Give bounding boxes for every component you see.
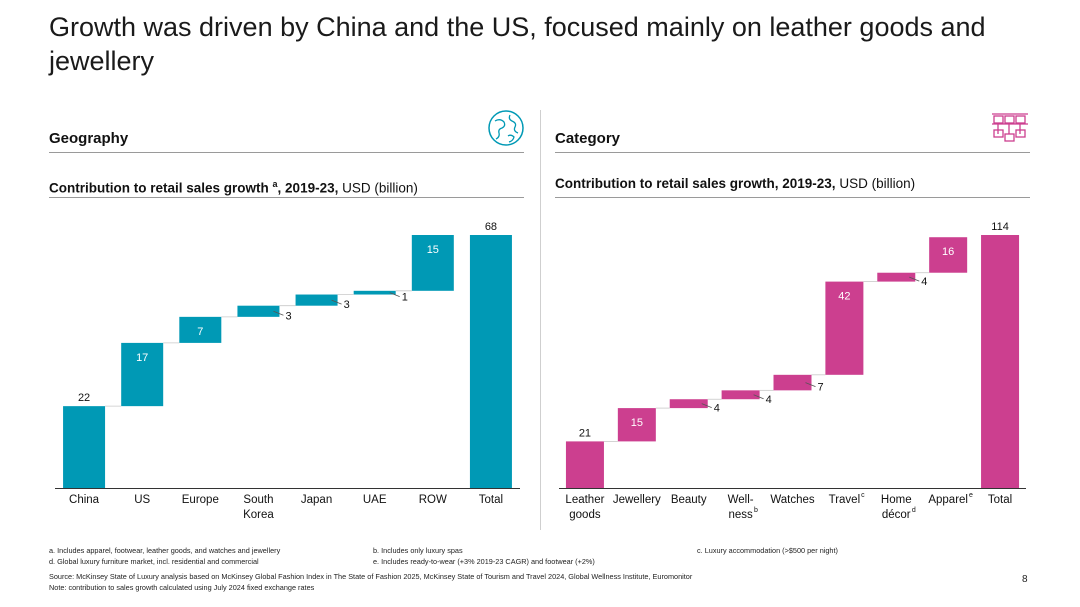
geo-bar — [469, 235, 512, 488]
geo-label-leader — [273, 310, 284, 316]
geo-value-label: 3 — [285, 310, 291, 322]
cat-bar — [929, 237, 968, 273]
cat-bar — [721, 390, 760, 400]
cat-bar — [617, 408, 656, 442]
cat-waterfall-chart: 21 Leather goods 15 Jewellery 4 Beauty 4 Well-ne… — [559, 221, 1026, 521]
cat-category-label: goods — [569, 509, 601, 521]
geo-value-label: 22 — [78, 392, 90, 404]
geo-label-leader — [389, 292, 400, 298]
geography-panel: Geography Contribution to retail sales g… — [49, 110, 524, 198]
geo-value-label: 15 — [427, 244, 439, 256]
category-subtitle-bold: Contribution to retail sales growth, 201… — [555, 176, 836, 191]
category-heading: Category — [555, 130, 621, 147]
geo-category-label: US — [134, 494, 150, 506]
geo-value-label: 17 — [136, 352, 148, 364]
cat-category-sup: b — [754, 507, 758, 514]
cat-bar — [669, 399, 708, 409]
cat-category-label: Apparel — [928, 494, 968, 506]
panel-divider — [540, 110, 541, 530]
geo-bar — [121, 342, 164, 407]
geography-subtitle-unit: USD (billion) — [338, 180, 418, 196]
category-panel: Category Contribution to retail sales gr… — [555, 110, 1030, 198]
cat-value-label: 4 — [766, 394, 772, 406]
cat-bar — [825, 281, 864, 375]
cat-category-label: Jewellery — [613, 494, 661, 506]
cat-category-sup: c — [861, 492, 865, 499]
cat-label-leader — [701, 403, 712, 409]
cat-bar — [773, 374, 812, 391]
globe-icon — [488, 110, 524, 146]
cat-value-label: 16 — [942, 246, 954, 258]
geography-subtitle: Contribution to retail sales growth a, 2… — [49, 175, 524, 197]
cat-category-label: Travel — [829, 494, 861, 506]
geography-heading-rule — [49, 152, 524, 153]
geography-subtitle-bold2: , 2019-23, — [277, 180, 339, 196]
category-subtitle: Contribution to retail sales growth, 201… — [555, 175, 1030, 197]
cat-category-label: ness — [728, 509, 753, 521]
cat-label-leader — [805, 382, 816, 387]
cat-category-sup: d — [912, 507, 916, 514]
geo-waterfall-chart: 22 China 17 US 7 Europe 3 South Korea 3 Japan 1 UAE 1… — [55, 221, 520, 521]
geo-bar — [237, 305, 280, 317]
cat-category-label: Total — [988, 494, 1012, 506]
boxes-icon — [992, 113, 1028, 142]
geo-category-label: South — [243, 494, 273, 506]
cat-category-label: Home — [881, 494, 912, 506]
geo-value-label: 1 — [402, 292, 408, 304]
geo-category-label: Korea — [243, 509, 274, 521]
cat-category-label: Leather — [565, 494, 604, 506]
geo-value-label: 7 — [197, 326, 203, 338]
cat-value-label: 42 — [838, 291, 850, 303]
cat-value-label: 15 — [631, 417, 643, 429]
category-subtitle-rule — [555, 197, 1030, 198]
cat-bar — [877, 272, 916, 282]
geo-bar — [295, 294, 338, 306]
source-note: Source: McKinsey State of Luxury analysi… — [49, 572, 693, 581]
geography-subtitle-sup: a — [272, 179, 278, 189]
cat-label-leader — [753, 394, 764, 400]
cat-category-label: décor — [882, 509, 911, 521]
geo-category-label: ROW — [419, 494, 447, 506]
footnote-b: b. Includes only luxury spas — [373, 546, 463, 555]
geography-heading: Geography — [49, 130, 129, 147]
cat-category-sup: e — [969, 492, 973, 499]
geo-value-label: 68 — [485, 221, 497, 233]
geography-subtitle-bold: Contribution to retail sales growth — [49, 180, 269, 196]
footnote-a: a. Includes apparel, footwear, leather g… — [49, 546, 281, 555]
cat-label-leader — [909, 276, 920, 282]
geo-value-label: 3 — [344, 299, 350, 311]
page-number: 8 — [1022, 574, 1028, 585]
cat-bar — [565, 441, 604, 488]
cat-value-label: 114 — [991, 221, 1009, 233]
geo-category-label: Total — [479, 494, 503, 506]
footnote-d: d. Global luxury furniture market, incl.… — [49, 557, 259, 566]
geo-category-label: China — [69, 494, 100, 506]
cat-value-label: 4 — [714, 403, 720, 415]
cat-value-label: 21 — [579, 427, 591, 439]
cat-category-label: Watches — [770, 494, 815, 506]
geo-category-label: Europe — [182, 494, 219, 506]
geo-label-leader — [331, 299, 342, 305]
geo-bar — [353, 290, 396, 295]
geography-subtitle-rule — [49, 197, 524, 198]
exchange-note: Note: contribution to sales growth calcu… — [49, 583, 315, 592]
cat-category-label: Well- — [728, 494, 754, 506]
category-heading-rule — [555, 152, 1030, 153]
geo-bar — [411, 235, 454, 291]
cat-category-label: Beauty — [671, 494, 707, 506]
category-subtitle-unit: USD (billion) — [835, 176, 916, 191]
page-title: Growth was driven by China and the US, f… — [49, 12, 986, 76]
footnote-c: c. Luxury accommodation (>$500 per night… — [697, 546, 838, 555]
cat-value-label: 4 — [921, 276, 927, 288]
cat-bar — [981, 235, 1020, 488]
geo-bar — [179, 316, 222, 343]
geo-category-label: UAE — [363, 494, 387, 506]
geo-bar — [63, 406, 106, 488]
cat-value-label: 7 — [818, 382, 824, 394]
geo-category-label: Japan — [301, 494, 332, 506]
footnote-e: e. Includes ready-to-wear (+3% 2019-23 C… — [373, 557, 595, 566]
